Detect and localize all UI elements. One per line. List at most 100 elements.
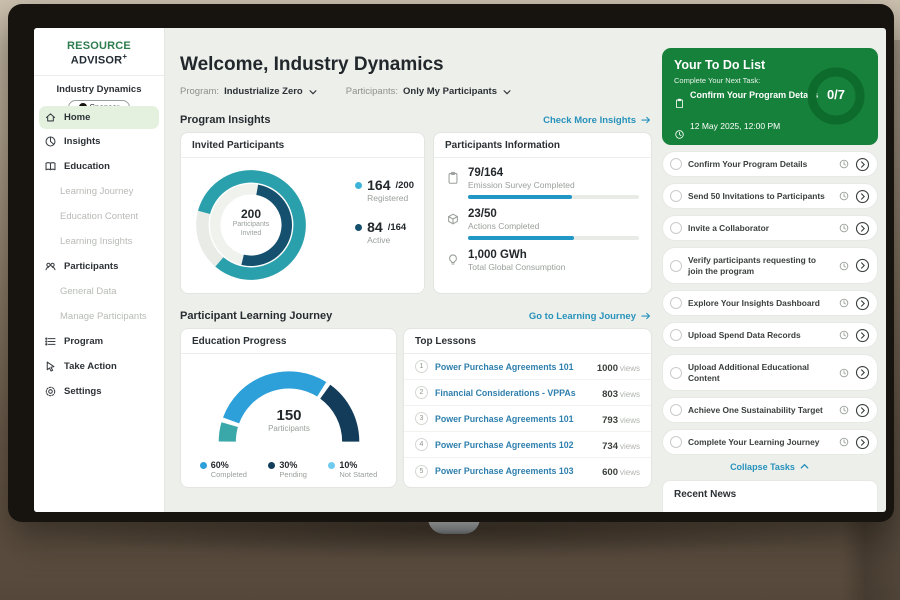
registered-dot-icon: [355, 181, 363, 189]
gauge-center-label: 150 Participants: [199, 407, 379, 433]
sidebar-item-insights[interactable]: Insights: [34, 129, 164, 154]
lesson-rank: 4: [415, 438, 428, 451]
sidebar-item-education-content[interactable]: Education Content: [34, 204, 164, 229]
legend-completed: 60% Completed: [199, 460, 247, 479]
legend-not-started: 10% Not Started: [328, 460, 377, 479]
bulb-icon: [449, 254, 457, 265]
lesson-link[interactable]: Power Purchase Agreements 102: [435, 439, 574, 450]
task-checkbox[interactable]: [670, 158, 682, 170]
sidebar-item-learning-insights[interactable]: Learning Insights: [34, 229, 164, 254]
clipboard-icon: [675, 98, 684, 108]
task-item[interactable]: Invite a Collaborator: [662, 215, 878, 241]
task-checkbox[interactable]: [670, 259, 682, 272]
sidebar-item-program[interactable]: Program: [34, 329, 164, 354]
task-checkbox[interactable]: [670, 297, 682, 309]
program-insights-section-header: Program Insights Check More Insights: [180, 114, 652, 126]
consumption-label: Total Global Consumption: [468, 262, 566, 272]
lesson-views: 803: [602, 388, 618, 400]
sidebar-item-home[interactable]: Home: [39, 106, 159, 129]
participants-count: 150: [276, 407, 302, 424]
task-chevron-button[interactable]: [855, 328, 870, 343]
task-label: Confirm Your Program Details: [688, 158, 808, 169]
task-item[interactable]: Complete Your Learning Journey: [662, 429, 878, 455]
participants-label: Participants: [268, 424, 310, 433]
sidebar-nav: Home Insights Education Learning Journey…: [34, 106, 164, 404]
task-checkbox[interactable]: [670, 190, 682, 202]
emission-survey-value: 79/164: [468, 167, 504, 179]
task-chevron-button[interactable]: [855, 189, 870, 204]
nav-label: Insights: [64, 136, 101, 147]
task-label: Send 50 Invitations to Participants: [688, 190, 825, 201]
task-item[interactable]: Explore Your Insights Dashboard: [662, 290, 878, 316]
task-chevron-button[interactable]: [855, 435, 870, 450]
link-label: Go to Learning Journey: [528, 310, 636, 322]
task-chevron-button[interactable]: [855, 365, 870, 380]
task-checkbox[interactable]: [670, 404, 682, 416]
views-suffix: views: [619, 363, 640, 373]
views-suffix: views: [619, 415, 640, 425]
lesson-row: 4 Power Purchase Agreements 102 734 views: [404, 432, 651, 458]
todo-list-card: Your To Do List Complete Your Next Task:…: [662, 48, 878, 145]
task-chevron-button[interactable]: [855, 403, 870, 418]
education-gauge-chart: 150 Participants: [199, 355, 379, 451]
monitor-bezel: RESOURCE ADVISOR+ Industry Dynamics Spon…: [8, 4, 894, 522]
task-item[interactable]: Send 50 Invitations to Participants: [662, 183, 878, 209]
lesson-row: 3 Power Purchase Agreements 101 793 views: [404, 406, 651, 432]
participants-information-card: Participants Information 79/164 Emission…: [433, 132, 652, 294]
collapse-tasks-link[interactable]: Collapse Tasks: [662, 461, 878, 472]
task-item[interactable]: Verify participants requesting to join t…: [662, 247, 878, 284]
lesson-link[interactable]: Power Purchase Agreements 101: [435, 361, 574, 372]
pending-label: Pending: [279, 470, 307, 479]
task-label: Complete Your Learning Journey: [688, 436, 820, 447]
task-chevron-button[interactable]: [855, 296, 870, 311]
not-started-dot-icon: [328, 462, 336, 469]
task-chevron-button[interactable]: [855, 157, 870, 172]
arrow-right-icon: [641, 116, 651, 124]
task-item[interactable]: Upload Spend Data Records: [662, 322, 878, 348]
task-chevron-button[interactable]: [855, 258, 870, 273]
emission-survey-row: 79/164 Emission Survey Completed: [434, 158, 651, 190]
lesson-link[interactable]: Power Purchase Agreements 103: [435, 466, 574, 476]
lesson-row: 5 Power Purchase Agreements 103 600 views: [404, 458, 651, 484]
task-item[interactable]: Achieve One Sustainability Target: [662, 397, 878, 423]
education-progress-card: Education Progress 150 Participants 60% …: [180, 328, 397, 488]
invited-count: 200: [240, 207, 262, 221]
top-lessons-card: Top Lessons 1 Power Purchase Agreements …: [403, 328, 652, 488]
nav-label: Home: [64, 112, 91, 123]
lesson-link[interactable]: Financial Considerations - VPPAs: [435, 387, 576, 398]
program-dropdown[interactable]: Program: Industrialize Zero: [180, 86, 318, 97]
check-more-insights-link[interactable]: Check More Insights: [543, 114, 652, 126]
sidebar-item-learning-journey[interactable]: Learning Journey: [34, 179, 164, 204]
go-to-learning-journey-link[interactable]: Go to Learning Journey: [529, 310, 652, 322]
card-title: Education Progress: [181, 329, 396, 354]
todo-title: Your To Do List: [674, 58, 766, 72]
sidebar-item-education[interactable]: Education: [34, 154, 164, 179]
task-item[interactable]: Upload Additional Educational Content: [662, 354, 878, 391]
settings-icon: [45, 386, 56, 397]
actions-completed-label: Actions Completed: [468, 221, 540, 231]
active-label: Active: [367, 235, 391, 245]
participants-dropdown[interactable]: Participants: Only My Participants: [346, 86, 512, 97]
logo-text-advisor: ADVISOR: [70, 54, 123, 67]
gauge-legend: 60% Completed 30% Pending 10% Not Starte…: [181, 460, 396, 479]
task-item[interactable]: Confirm Your Program Details: [662, 151, 878, 177]
task-checkbox[interactable]: [670, 329, 682, 341]
sidebar-item-general-data[interactable]: General Data: [34, 279, 164, 304]
home-icon: [45, 113, 56, 122]
learning-journey-section-header: Participant Learning Journey Go to Learn…: [180, 310, 652, 322]
sidebar-item-participants[interactable]: Participants: [34, 254, 164, 279]
task-chevron-button[interactable]: [855, 221, 870, 236]
lesson-views: 793: [602, 414, 618, 426]
sidebar-item-manage-participants[interactable]: Manage Participants: [34, 304, 164, 329]
todo-due: 12 May 2025, 12:00 PM: [674, 121, 866, 147]
task-checkbox[interactable]: [670, 436, 682, 448]
active-dot-icon: [355, 223, 363, 231]
clock-icon: [839, 298, 849, 308]
lesson-link[interactable]: Power Purchase Agreements 101: [435, 413, 574, 424]
sidebar-item-settings[interactable]: Settings: [34, 379, 164, 404]
task-checkbox[interactable]: [670, 366, 682, 379]
task-checkbox[interactable]: [670, 222, 682, 234]
card-title: Top Lessons: [404, 329, 651, 354]
sidebar-item-take-action[interactable]: Take Action: [34, 354, 164, 379]
